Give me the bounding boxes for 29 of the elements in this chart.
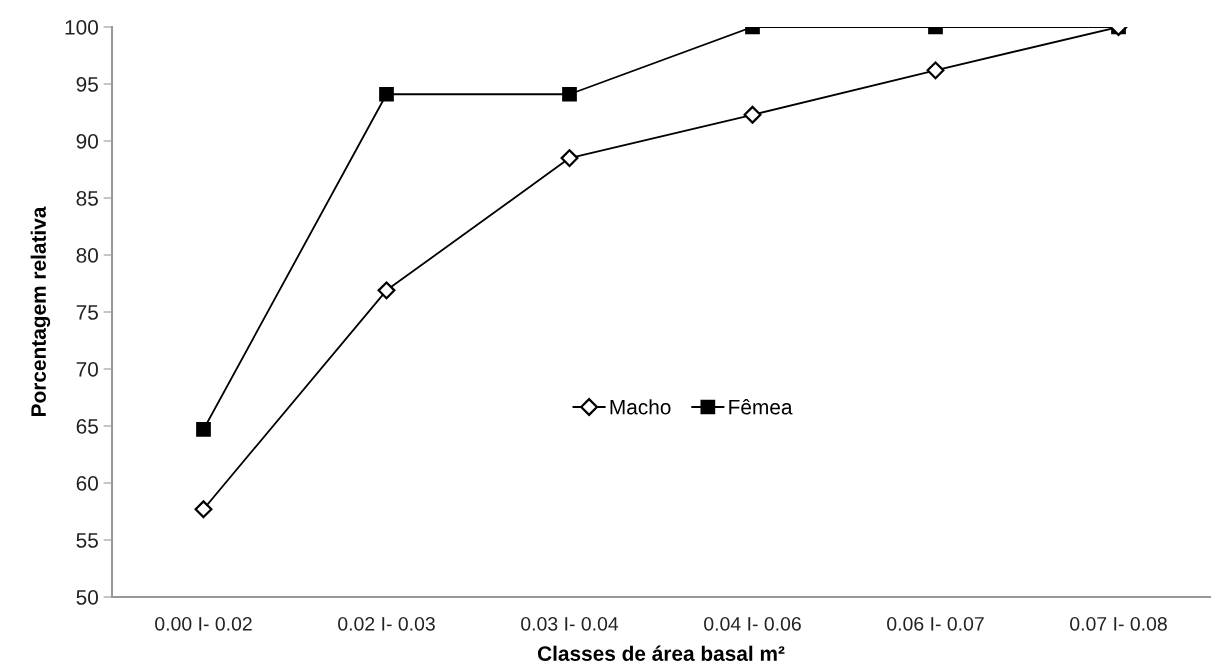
y-tick-label: 70 bbox=[76, 362, 98, 377]
point bbox=[196, 422, 211, 437]
x-axis-title: Classes de área basal m² bbox=[537, 645, 785, 661]
point bbox=[560, 149, 579, 168]
point bbox=[377, 281, 396, 300]
y-axis-title: Porcentagem relativa bbox=[30, 206, 51, 416]
point bbox=[743, 105, 762, 124]
y-tick-label: 65 bbox=[76, 419, 98, 434]
y-tick-label: 55 bbox=[76, 533, 98, 548]
x-tick-label: 0.07 I- 0.08 bbox=[1070, 616, 1167, 631]
y-tick-label: 75 bbox=[76, 305, 98, 320]
y-tick-label: 50 bbox=[76, 590, 98, 605]
point bbox=[194, 500, 213, 519]
x-tick-label: 0.00 I- 0.02 bbox=[155, 616, 252, 631]
y-tick-label: 80 bbox=[76, 248, 98, 263]
legend-label: Macho bbox=[610, 399, 671, 415]
legend-label: Fêmea bbox=[729, 399, 793, 415]
y-tick-label: 95 bbox=[76, 77, 98, 92]
y-tick-label: 85 bbox=[76, 191, 98, 206]
point bbox=[926, 61, 945, 80]
y-tick-label: 60 bbox=[76, 476, 98, 491]
x-tick-label: 0.02 I- 0.03 bbox=[338, 616, 435, 631]
x-tick-label: 0.04 I- 0.06 bbox=[704, 616, 801, 631]
point bbox=[562, 86, 577, 102]
y-tick-label: 90 bbox=[76, 134, 98, 149]
y-tick-label: 100 bbox=[65, 20, 98, 35]
x-tick-label: 0.06 I- 0.07 bbox=[887, 616, 984, 631]
x-tick-label: 0.03 I- 0.04 bbox=[521, 616, 619, 631]
point bbox=[379, 86, 394, 102]
